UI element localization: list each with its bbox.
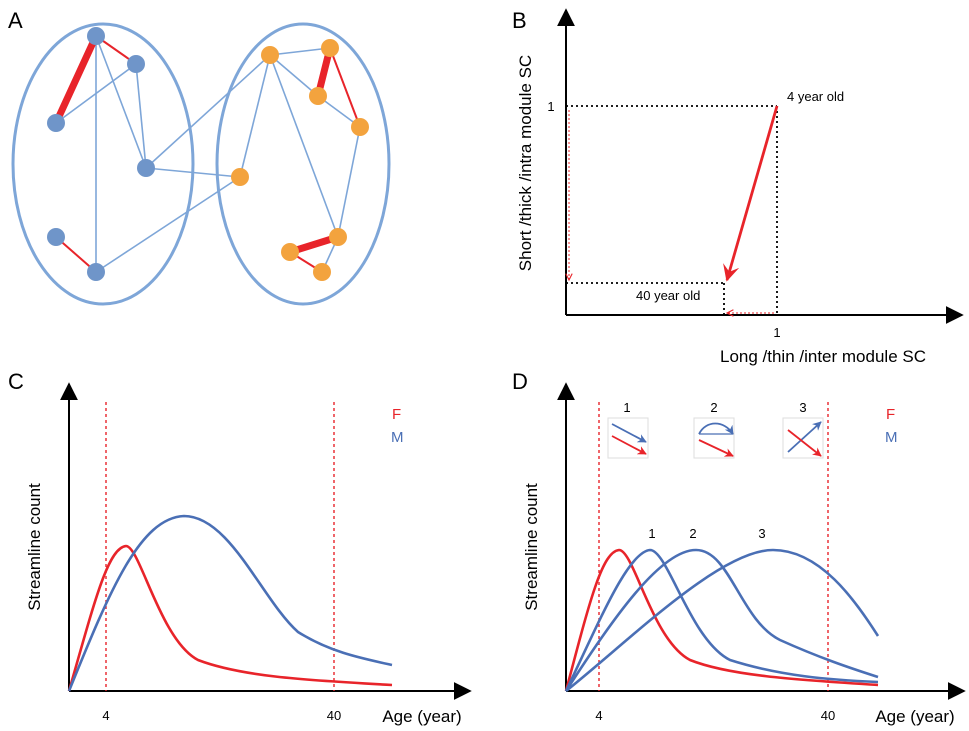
female-trend-arrow xyxy=(787,429,822,457)
x-tick-1: 1 xyxy=(773,325,780,340)
end-note: 40 year old xyxy=(636,288,700,303)
female-trend-arrow xyxy=(698,439,734,457)
orange-node xyxy=(351,118,369,136)
x-axis-title: Age (year) xyxy=(875,707,954,726)
curve-label-1: 1 xyxy=(648,526,655,541)
network-edges xyxy=(55,35,361,273)
male-trend-arrow xyxy=(787,421,822,453)
curve-label-2: 2 xyxy=(689,526,696,541)
curve-label-3: 3 xyxy=(758,526,765,541)
blue-node xyxy=(47,228,65,246)
panel-d: D Streamline count Age (year) 4 40 1 2 3… xyxy=(512,369,966,726)
panel-a-label: A xyxy=(8,8,23,33)
blue-module-outline xyxy=(11,22,195,306)
x-tick-4: 4 xyxy=(102,708,109,723)
inset-label-3: 3 xyxy=(799,400,806,415)
inset-1: 1 xyxy=(607,400,649,459)
legend-male: M xyxy=(885,429,898,446)
male-curve-1 xyxy=(564,548,879,692)
orange-node xyxy=(261,46,279,64)
female-curve xyxy=(564,548,879,692)
blue-node xyxy=(137,159,155,177)
male-curve-3 xyxy=(565,548,880,693)
panel-d-label: D xyxy=(512,369,528,394)
dotted-guides xyxy=(566,105,778,315)
blue-nodes xyxy=(47,27,155,281)
inset-label-2: 2 xyxy=(710,400,717,415)
male-trend-arrow xyxy=(611,423,647,443)
x-tick-4: 4 xyxy=(595,708,602,723)
thick-red-edges xyxy=(52,32,342,256)
blue-node xyxy=(87,263,105,281)
blue-node xyxy=(87,27,105,45)
orange-node xyxy=(231,168,249,186)
trajectory-arrow xyxy=(723,105,779,282)
legend-female: F xyxy=(392,406,401,423)
legend-female: F xyxy=(886,406,895,423)
panel-a: A xyxy=(8,8,391,306)
x-axis-title: Long /thin /inter module SC xyxy=(720,347,926,366)
y-tick-1: 1 xyxy=(547,99,554,114)
inset-box xyxy=(693,417,735,459)
panel-b: B Short /thick /intra module SC Long /th… xyxy=(512,8,964,366)
orange-nodes xyxy=(231,39,369,281)
orange-module-outline xyxy=(215,22,391,306)
inset-box xyxy=(782,417,824,459)
male-curve xyxy=(67,514,393,692)
inset-3: 3 xyxy=(782,400,824,459)
inset-label-1: 1 xyxy=(623,400,630,415)
thin-red-edges xyxy=(55,35,361,273)
panel-c: C Streamline count Age (year) 4 40 F M xyxy=(8,369,472,726)
orange-node xyxy=(329,228,347,246)
orange-node xyxy=(281,243,299,261)
male-curve-2 xyxy=(564,548,879,692)
female-curve xyxy=(67,544,393,692)
blue-node xyxy=(127,55,145,73)
x-tick-40: 40 xyxy=(327,708,341,723)
male-trend-arrow xyxy=(698,422,734,435)
start-note: 4 year old xyxy=(787,89,844,104)
blue-node xyxy=(47,114,65,132)
y-axis-title: Streamline count xyxy=(25,483,44,611)
x-tick-40: 40 xyxy=(821,708,835,723)
inset-box xyxy=(607,417,649,459)
legend-male: M xyxy=(391,429,404,446)
orange-node xyxy=(313,263,331,281)
x-axis-title: Age (year) xyxy=(382,707,461,726)
female-trend-arrow xyxy=(611,435,647,455)
orange-node xyxy=(309,87,327,105)
inset-2: 2 xyxy=(693,400,735,459)
y-axis-title: Streamline count xyxy=(522,483,541,611)
panel-c-label: C xyxy=(8,369,24,394)
orange-node xyxy=(321,39,339,57)
y-axis-title: Short /thick /intra module SC xyxy=(516,55,535,271)
panel-b-label: B xyxy=(512,8,527,33)
